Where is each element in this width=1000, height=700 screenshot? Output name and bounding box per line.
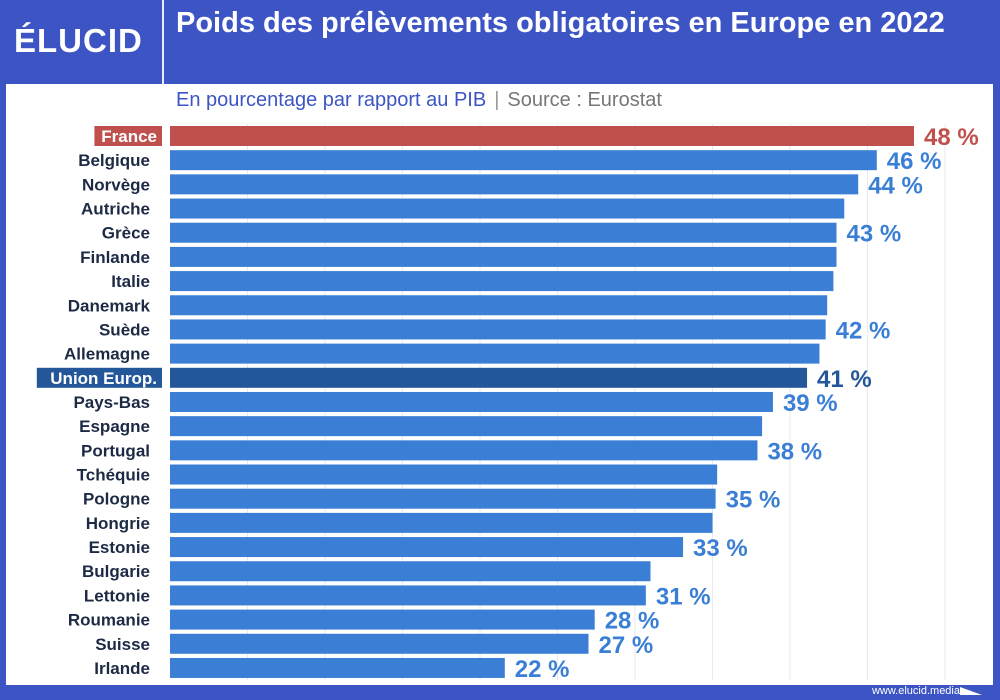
category-label: Espagne: [79, 417, 150, 436]
bar: [170, 416, 763, 437]
category-label: Belgique: [78, 151, 150, 170]
category-label: Italie: [111, 272, 150, 291]
data-label: 43 %: [847, 221, 902, 248]
bar: [170, 126, 914, 146]
bar: [170, 561, 651, 582]
chart-title: Poids des prélèvements obligatoires en E…: [176, 7, 945, 39]
elucid-flag-icon: [960, 687, 982, 695]
category-label: Suisse: [95, 635, 150, 654]
bar: [170, 440, 758, 461]
bar: [170, 464, 718, 485]
bar: [170, 271, 834, 292]
data-label: 31 %: [656, 583, 711, 610]
category-label: Danemark: [68, 296, 151, 315]
bar: [170, 295, 828, 316]
highlight-label-bg: [36, 367, 162, 388]
category-label: Union Europ.: [50, 369, 157, 388]
data-label: 28 %: [605, 608, 660, 635]
bar: [170, 585, 646, 606]
bar: [170, 343, 820, 364]
bar: [170, 512, 713, 533]
bar: [170, 633, 589, 654]
data-label: 27 %: [599, 632, 654, 659]
category-label: Irlande: [94, 659, 150, 678]
category-label: Hongrie: [86, 514, 150, 533]
category-label: Bulgarie: [82, 562, 150, 581]
bar: [170, 488, 716, 509]
category-label: Finlande: [80, 248, 150, 267]
data-label: 38 %: [767, 438, 822, 465]
bar: [170, 537, 684, 558]
chart-subtitle: En pourcentage par rapport au PIB | Source…: [176, 89, 662, 112]
source-text: Source : Eurostat: [507, 89, 662, 111]
bar: [170, 657, 505, 678]
bar: [170, 174, 859, 195]
category-label: Allemagne: [64, 345, 150, 364]
bar: [170, 367, 808, 388]
data-label: 48 %: [924, 124, 979, 151]
category-label: France: [101, 127, 157, 146]
bar: [170, 198, 845, 219]
data-label: 22 %: [515, 656, 570, 683]
category-label: Tchéquie: [77, 466, 150, 485]
data-label: 39 %: [783, 390, 838, 417]
category-label: Pologne: [83, 490, 150, 509]
category-label: Portugal: [81, 441, 150, 460]
bar: [170, 246, 837, 267]
highlight-label-bg: [94, 126, 162, 146]
category-label: Roumanie: [68, 611, 150, 630]
category-label: Autriche: [81, 200, 150, 219]
category-label: Grèce: [102, 224, 150, 243]
data-label: 42 %: [836, 317, 891, 344]
footer-url[interactable]: www.elucid.media: [871, 685, 960, 697]
category-label: Norvège: [82, 175, 150, 194]
category-label: Estonie: [89, 538, 150, 557]
bar: [170, 150, 877, 171]
data-label: 41 %: [817, 366, 872, 393]
data-label: 33 %: [693, 535, 748, 562]
category-label: Lettonie: [84, 586, 150, 605]
data-label: 35 %: [726, 487, 781, 514]
bar: [170, 609, 595, 630]
bar: [170, 391, 773, 412]
subtitle-text: En pourcentage par rapport au PIB: [176, 89, 487, 111]
elucid-logo: ÉLUCID: [14, 22, 143, 59]
subtitle-separator: |: [494, 89, 500, 111]
category-label: Pays-Bas: [73, 393, 150, 412]
data-label: 44 %: [868, 172, 923, 199]
bar: [170, 319, 826, 340]
category-label: Suède: [99, 320, 150, 339]
bar: [170, 222, 837, 243]
header-divider: [162, 0, 164, 84]
data-label: 46 %: [887, 148, 942, 175]
